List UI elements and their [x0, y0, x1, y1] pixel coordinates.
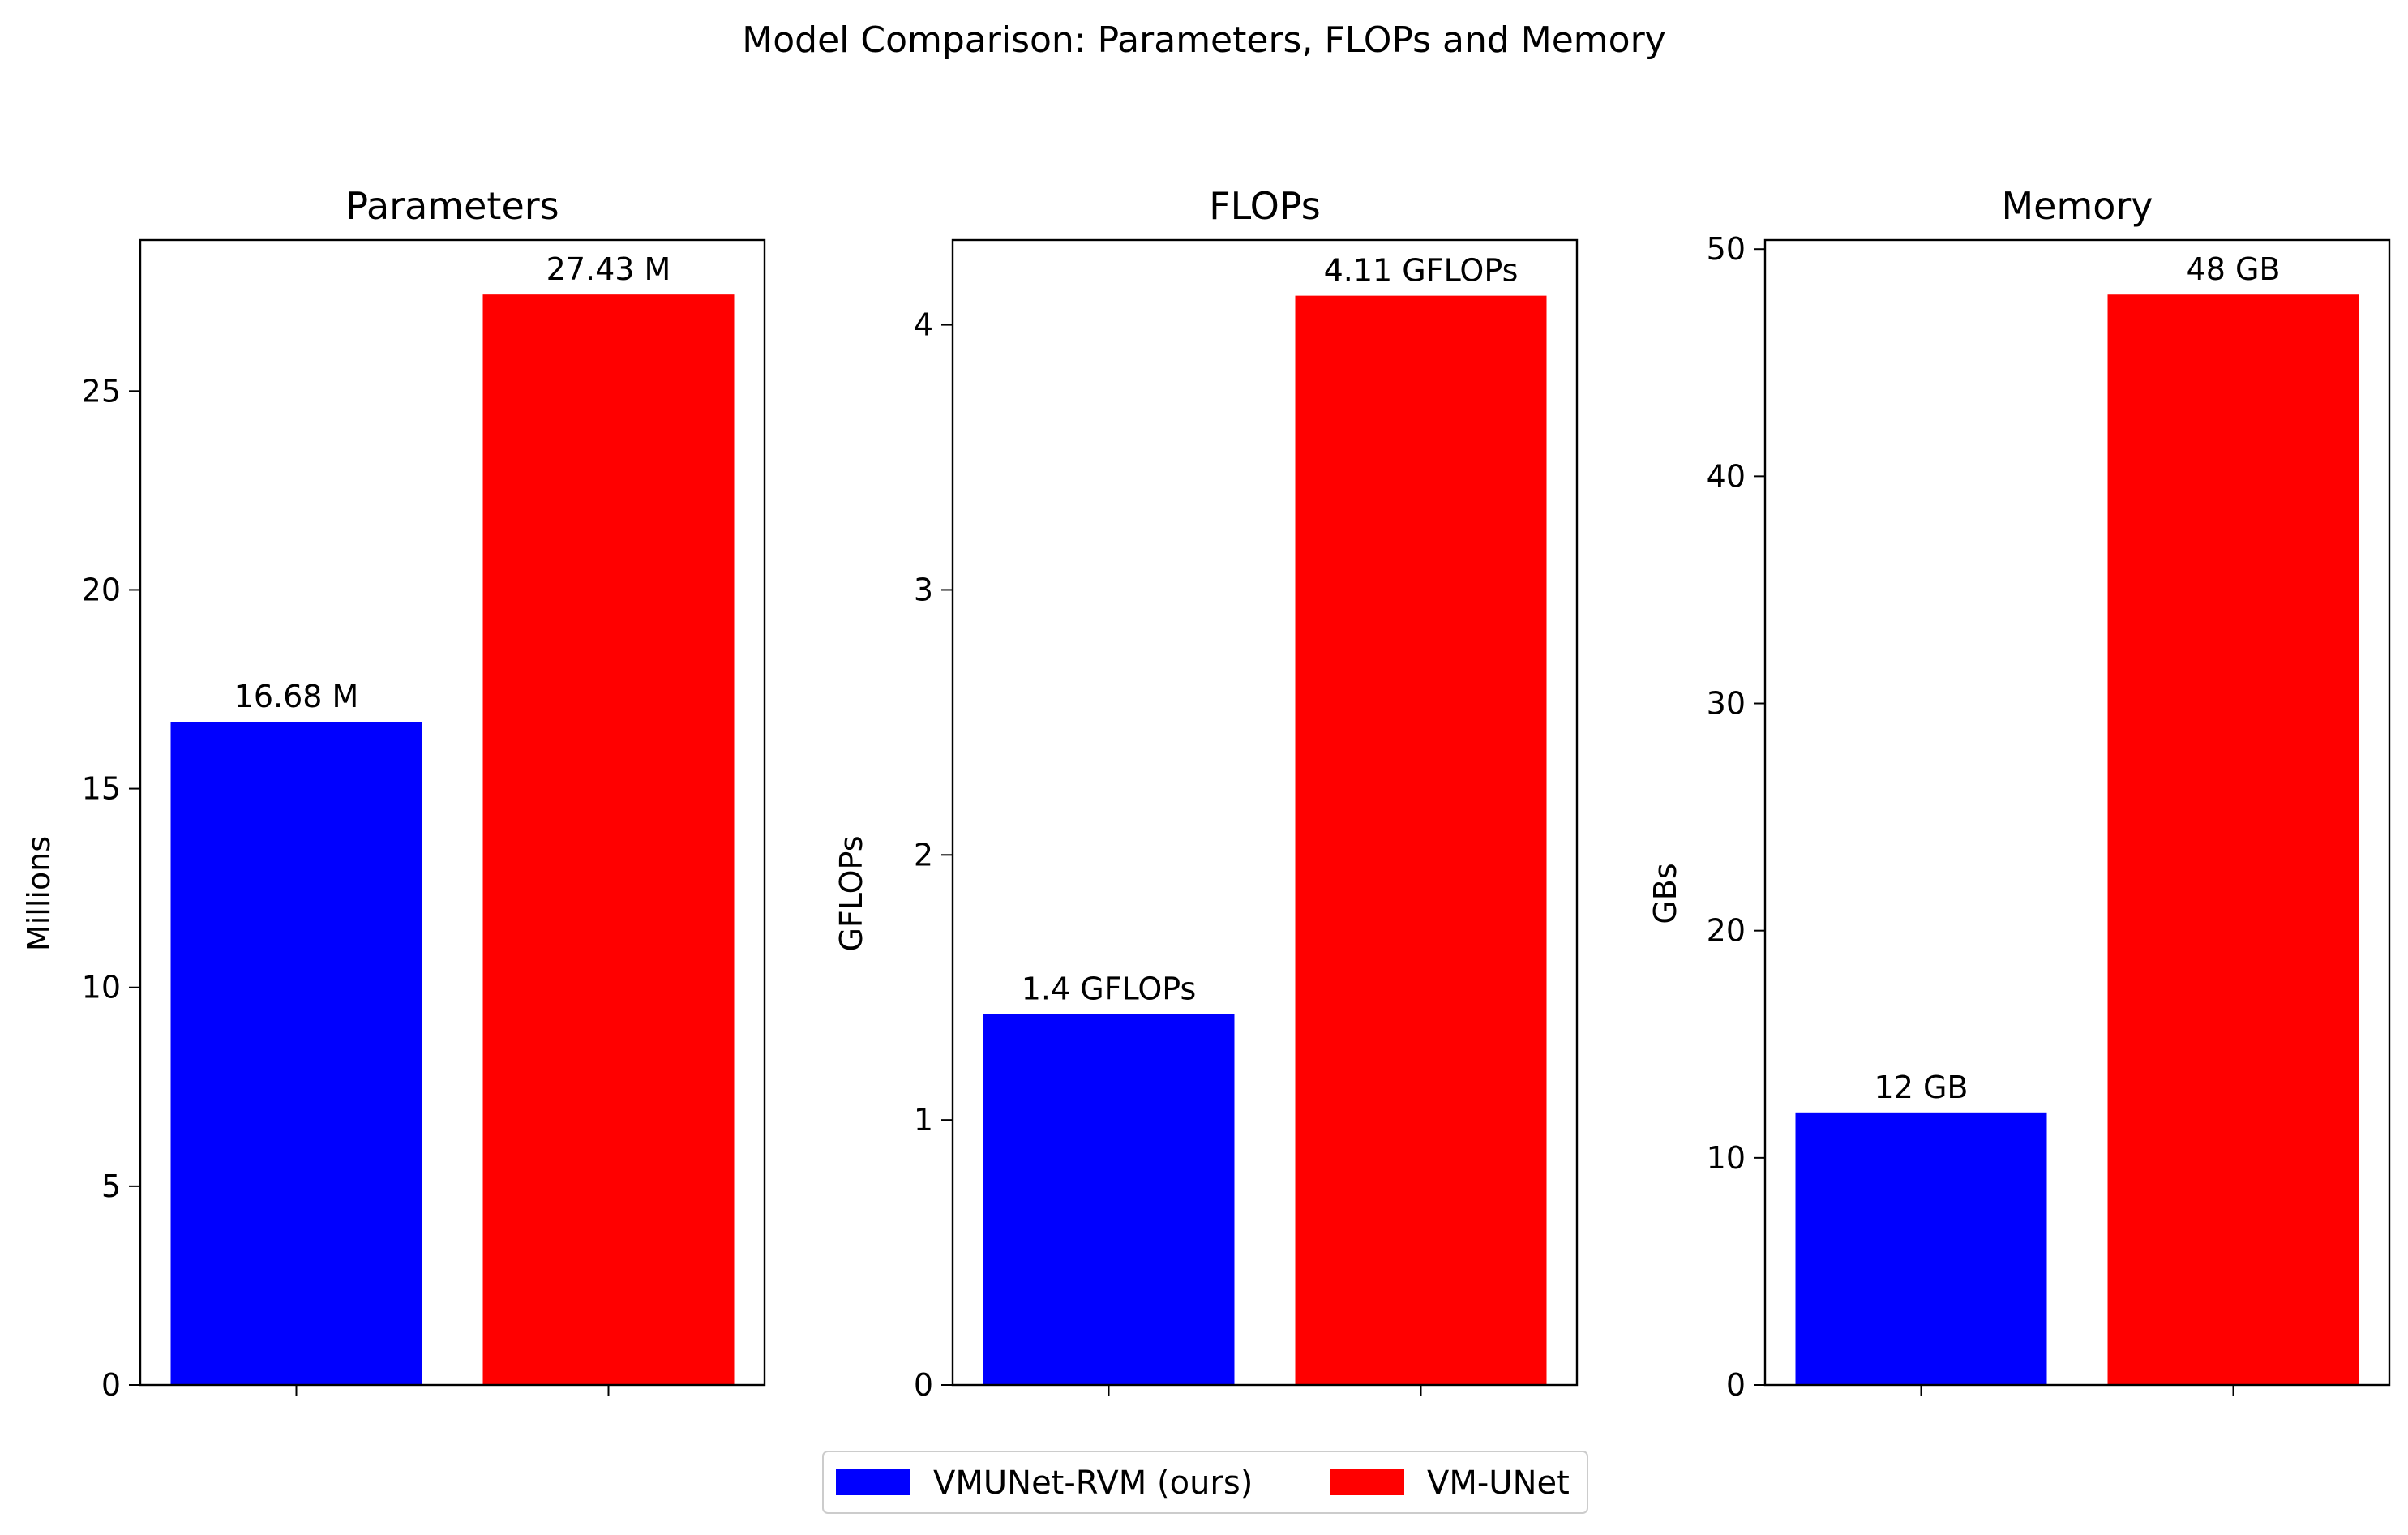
- bar-0: [1795, 1112, 2047, 1385]
- bar-0: [170, 722, 422, 1385]
- axes-frame: [1763, 238, 2391, 1387]
- data-label-1: 48 GB: [2187, 251, 2281, 287]
- y-axis-label: GFLOPs: [833, 835, 869, 951]
- legend-label-0: VMUNet-RVM (ours): [933, 1464, 1253, 1502]
- legend-label-1: VM-UNet: [1427, 1464, 1570, 1502]
- y-tick-label-5: 50: [1707, 231, 1746, 267]
- panel-title: FLOPs: [1209, 184, 1321, 228]
- y-tick-label-2: 10: [82, 970, 121, 1005]
- data-label-0: 16.68 M: [234, 679, 359, 714]
- panel-title: Memory: [2001, 184, 2153, 228]
- legend-box: [822, 1451, 1588, 1514]
- data-label-1: 27.43 M: [546, 251, 671, 287]
- bar-1: [2107, 294, 2359, 1386]
- panel-2: Memory 12 GB 48 GB 0 10 20 30 40 50 GBs: [1647, 184, 2391, 1403]
- panel-title: Parameters: [345, 184, 559, 228]
- y-tick-label-3: 3: [914, 572, 933, 607]
- y-tick-label-3: 15: [82, 771, 121, 807]
- legend-swatch-0: [836, 1469, 910, 1495]
- data-label-1: 4.11 GFLOPs: [1324, 253, 1519, 289]
- bar-1: [1295, 295, 1547, 1385]
- y-axis-label: Millions: [21, 836, 57, 951]
- y-tick-label-5: 25: [82, 373, 121, 409]
- panel-0: Parameters 16.68 M 27.43 M 0 5 10 15 20 25 Millio…: [21, 184, 766, 1403]
- axes-frame: [951, 238, 1579, 1387]
- bar-0: [983, 1014, 1235, 1385]
- y-tick-label-1: 10: [1707, 1140, 1746, 1176]
- y-tick-label-0: 0: [101, 1367, 121, 1403]
- data-label-0: 12 GB: [1875, 1070, 1969, 1105]
- y-tick-label-0: 0: [914, 1367, 933, 1403]
- y-tick-label-2: 20: [1707, 913, 1746, 949]
- y-tick-label-4: 20: [82, 572, 121, 607]
- legend: VMUNet-RVM (ours) VM-UNet: [822, 1451, 1588, 1514]
- legend-swatch-1: [1330, 1469, 1404, 1495]
- y-tick-label-2: 2: [914, 837, 933, 873]
- panel-1: FLOPs 1.4 GFLOPs 4.11 GFLOPs 0 1 2 3 4 GFLOPs: [833, 184, 1579, 1403]
- chart-title: Model Comparison: Parameters, FLOPs and …: [742, 19, 1665, 61]
- y-tick-label-3: 30: [1707, 686, 1746, 722]
- y-tick-label-1: 1: [914, 1102, 933, 1138]
- y-tick-label-1: 5: [101, 1168, 121, 1204]
- y-tick-label-4: 4: [914, 307, 933, 343]
- y-axis-label: GBs: [1647, 863, 1683, 924]
- y-tick-label-0: 0: [1726, 1367, 1746, 1403]
- bar-1: [482, 294, 735, 1385]
- y-tick-label-4: 40: [1707, 458, 1746, 494]
- data-label-0: 1.4 GFLOPs: [1022, 971, 1197, 1006]
- axes-frame: [139, 238, 766, 1387]
